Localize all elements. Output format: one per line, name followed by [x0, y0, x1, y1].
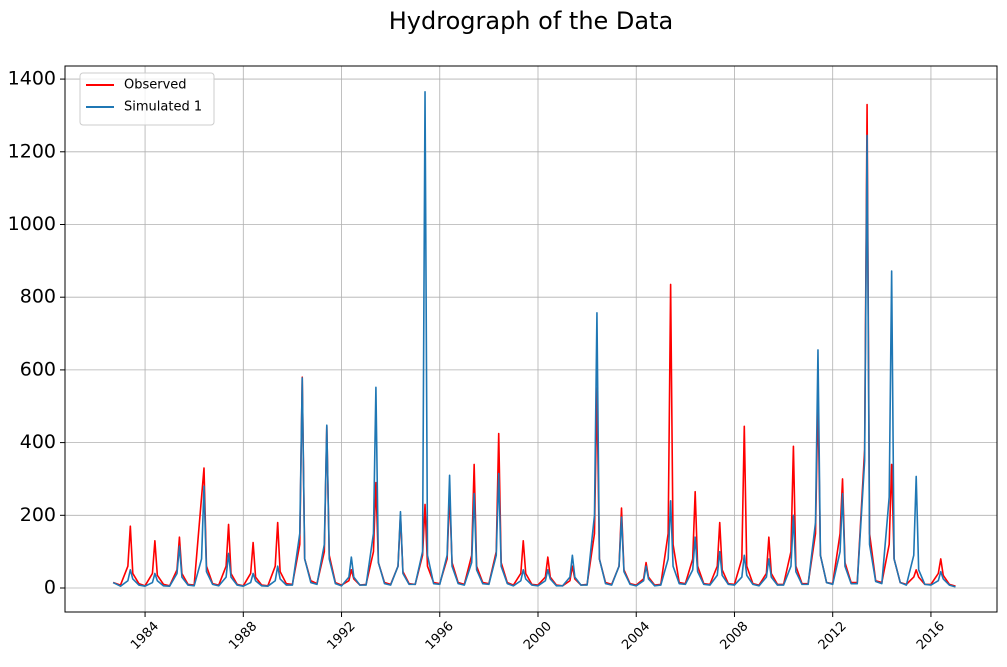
- y-tick-label: 1400: [8, 68, 56, 90]
- plot-frame: [64, 65, 998, 613]
- legend-label: Simulated 1: [124, 100, 202, 115]
- y-tick-label: 1000: [8, 213, 56, 235]
- x-tick-label: 1988: [226, 619, 260, 653]
- x-tick-label: 2004: [619, 619, 653, 653]
- y-tick-label: 0: [44, 577, 56, 599]
- x-tick-label: 1984: [128, 619, 162, 653]
- legend-label: Observed: [124, 78, 187, 93]
- x-tick-label: 2000: [521, 619, 555, 653]
- y-tick-label: 800: [20, 286, 56, 308]
- y-tick-label: 200: [20, 504, 56, 526]
- x-tick-label: 1992: [325, 619, 359, 653]
- x-tick-label: 2008: [717, 619, 751, 653]
- y-tick-label: 1200: [8, 140, 56, 162]
- y-tick-label: 400: [20, 431, 56, 453]
- x-tick-label: 1996: [423, 619, 457, 653]
- chart-title: Hydrograph of the Data: [389, 7, 673, 35]
- x-tick-label: 2012: [816, 619, 850, 653]
- series-line: [112, 91, 956, 588]
- series-line: [112, 103, 956, 587]
- y-tick-label: 600: [20, 358, 56, 380]
- x-tick-label: 2016: [914, 619, 948, 653]
